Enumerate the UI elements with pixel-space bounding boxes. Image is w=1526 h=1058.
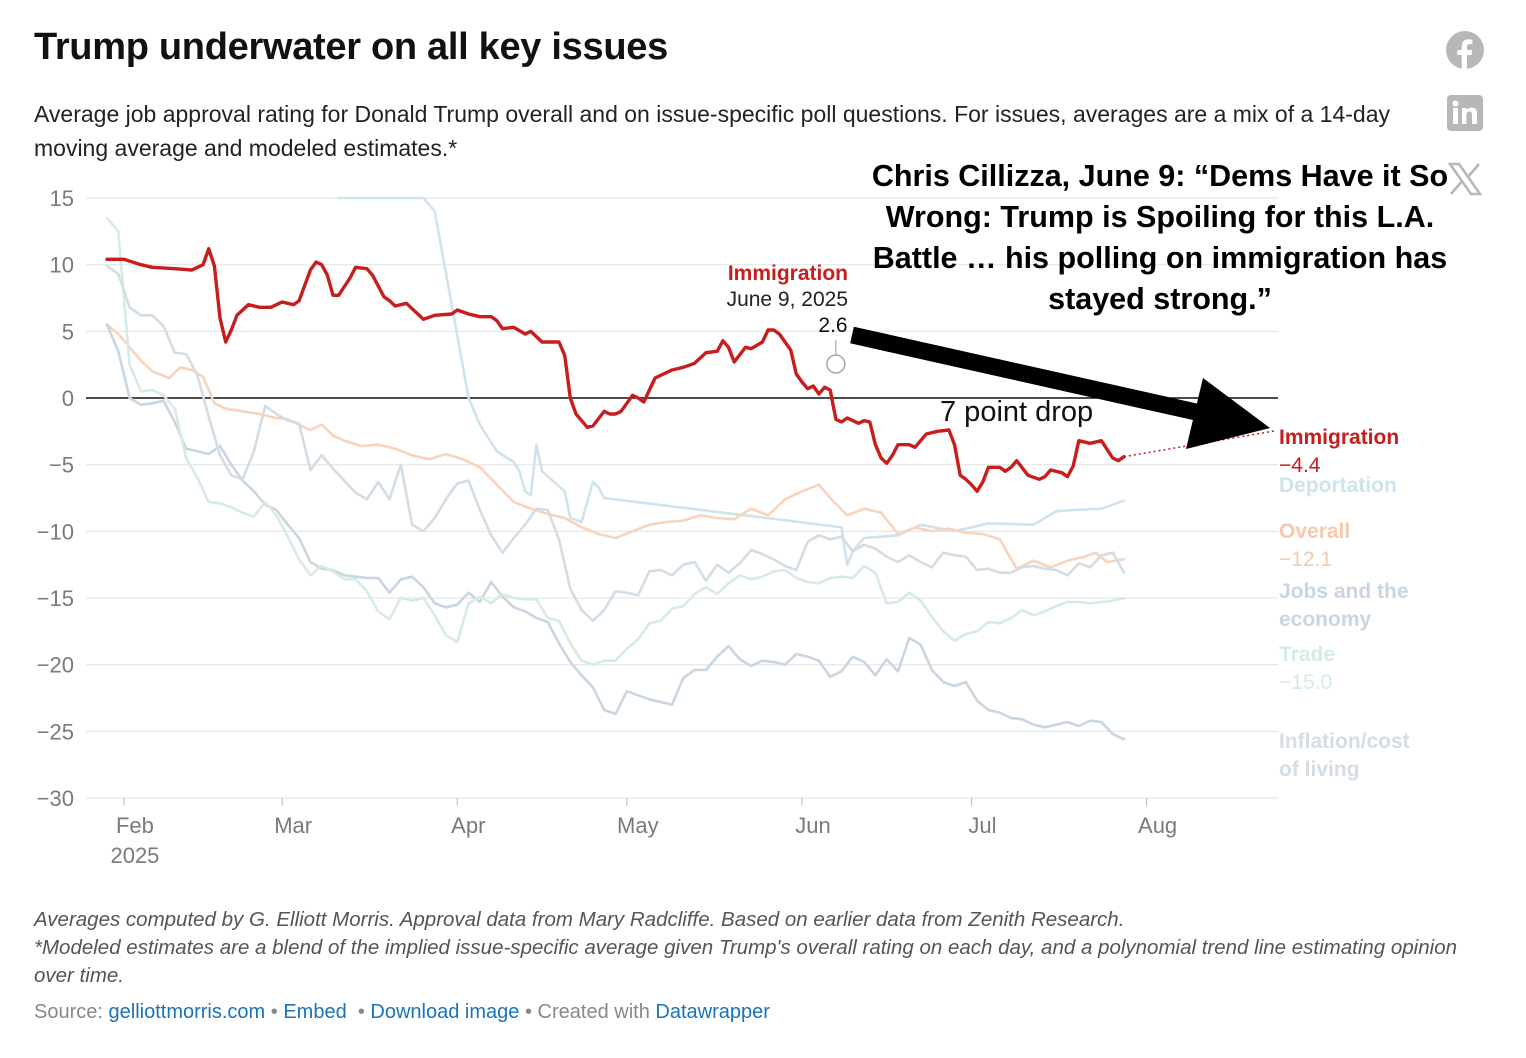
y-tick-label: 15 — [50, 186, 74, 211]
highlight-series-name: Immigration — [728, 262, 848, 285]
end-label-name: Trade — [1279, 643, 1335, 666]
x-tick-label: Feb — [116, 813, 154, 838]
series-lines — [105, 196, 1275, 741]
x-share-button[interactable] — [1444, 158, 1486, 200]
y-tick-label: −30 — [37, 786, 74, 811]
x-tick-label: Jul — [968, 813, 996, 838]
drop-annotation: 7 point drop — [940, 396, 1094, 428]
callout-arrow — [850, 326, 1270, 449]
end-label-name: economy — [1279, 608, 1372, 631]
highlight-value: 2.6 — [818, 314, 847, 337]
highlight-date: June 9, 2025 — [727, 288, 848, 311]
end-label-name: Jobs and the — [1279, 580, 1409, 603]
y-tick-label: −15 — [37, 586, 74, 611]
end-label-name: Inflation/cost — [1279, 730, 1410, 753]
callout-quote: Chris Cillizza, June 9: “Dems Have it So… — [871, 159, 1449, 316]
series-line-inflation-cost-of-living — [105, 264, 1126, 622]
x-axis: Feb 2025 Mar Apr May Jun Jul Aug — [110, 798, 1177, 868]
x-tick-label: Aug — [1138, 813, 1177, 838]
series-line-immigration — [105, 247, 1126, 493]
x-tick-label: Mar — [274, 813, 312, 838]
footnote-line-1: Averages computed by G. Elliott Morris. … — [34, 908, 1125, 931]
y-tick-label: −5 — [49, 453, 74, 478]
x-icon — [1448, 162, 1482, 196]
separator: • — [270, 1001, 278, 1023]
end-label-name: Overall — [1279, 520, 1350, 543]
y-tick-label: −10 — [37, 519, 74, 544]
linkedin-share-button[interactable] — [1444, 92, 1486, 134]
series-line-overall — [105, 323, 1126, 570]
end-label-value: −15.0 — [1279, 671, 1332, 694]
page-title: Trump underwater on all key issues — [34, 26, 668, 68]
x-tick-label: May — [617, 813, 659, 838]
x-tick-label: Apr — [451, 813, 485, 838]
end-label-value: −12.1 — [1279, 548, 1332, 571]
separator: • — [524, 1001, 532, 1023]
facebook-icon — [1446, 31, 1484, 69]
x-tick-year: 2025 — [110, 843, 159, 868]
embed-link[interactable]: Embed — [283, 1001, 347, 1023]
highlight-marker — [826, 354, 846, 374]
chart-subtitle: Average job approval rating for Donald T… — [34, 101, 1391, 161]
end-label-name: Deportation — [1279, 474, 1397, 497]
y-tick-label: 0 — [62, 386, 74, 411]
gridlines — [86, 197, 1278, 799]
footnote-line-2: *Modeled estimates are a blend of the im… — [34, 936, 1457, 987]
facebook-share-button[interactable] — [1444, 29, 1486, 71]
series-line-deportation — [337, 196, 1126, 566]
x-tick-label: Jun — [795, 813, 830, 838]
source-line: Source: gelliottmorris.com • Embed • Dow… — [34, 1001, 770, 1024]
source-link[interactable]: gelliottmorris.com — [108, 1001, 266, 1023]
y-tick-label: −20 — [37, 653, 74, 678]
y-tick-label: 10 — [50, 253, 74, 278]
y-axis: 15 10 5 0 −5 −10 −15 −20 −25 −30 — [37, 186, 74, 811]
datawrapper-link[interactable]: Datawrapper — [655, 1001, 770, 1023]
end-label-value: −4.4 — [1279, 454, 1321, 477]
source-prefix: Source: — [34, 1001, 103, 1023]
separator: • — [357, 1001, 365, 1023]
created-with-prefix: Created with — [537, 1001, 650, 1023]
series-line-trade — [105, 216, 1126, 666]
end-label-name: Immigration — [1279, 426, 1399, 449]
download-image-link[interactable]: Download image — [370, 1001, 520, 1023]
arrow-head — [1186, 378, 1270, 449]
y-tick-label: 5 — [62, 319, 74, 344]
series-line-jobs-and-the-economy — [105, 323, 1126, 741]
linkedin-icon — [1447, 95, 1483, 131]
end-label-name: of living — [1279, 758, 1360, 781]
footnote: Averages computed by G. Elliott Morris. … — [34, 906, 1474, 990]
arrow-shaft — [850, 326, 1198, 421]
y-tick-label: −25 — [37, 719, 74, 744]
highlight-annotation: Immigration June 9, 2025 2.6 — [727, 262, 848, 374]
